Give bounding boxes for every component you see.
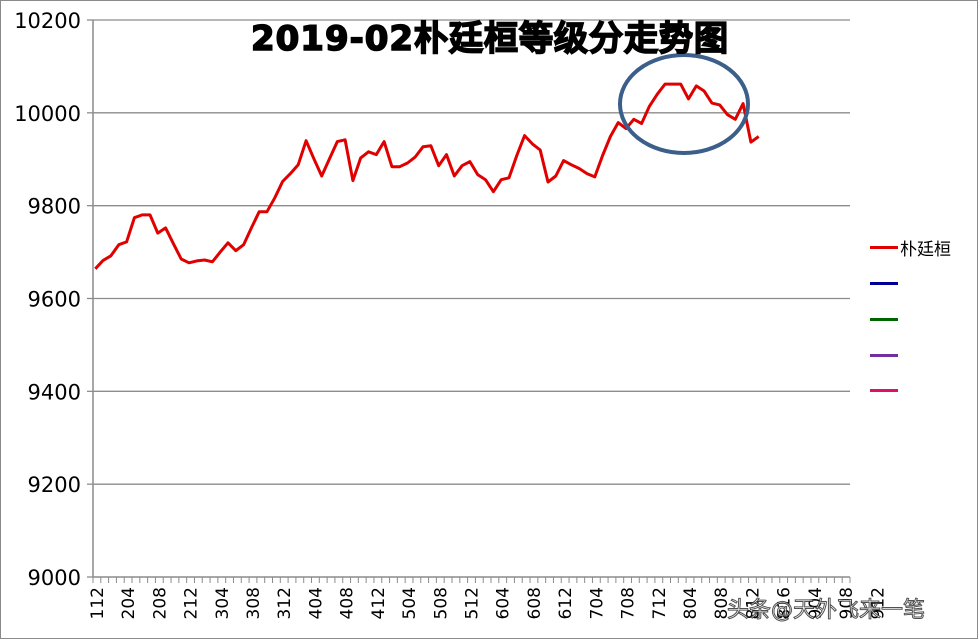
y-tick-label: 10000 [14,102,81,126]
x-tick-label: 512 [463,587,483,619]
x-tick-label: 712 [650,587,670,619]
x-tick-label: 612 [556,587,576,619]
x-tick-label: 212 [182,587,202,619]
x-tick-label: 708 [619,587,639,619]
x-tick-label: 308 [244,587,264,619]
x-tick-label: 604 [494,587,514,619]
legend-swatch [870,281,898,285]
x-tick-label: 412 [369,587,389,619]
gridlines [93,19,850,485]
legend-item [870,271,900,295]
x-tick-label: 404 [306,587,326,619]
x-tick-label: 908 [837,587,857,619]
x-tick-label: 808 [712,587,732,619]
x-tick-label: 812 [743,587,763,619]
legend-swatch [870,388,898,392]
x-tick-label: 804 [681,587,701,619]
legend-label: 朴廷桓 [900,239,951,260]
legend-swatch [870,353,898,357]
y-axis: 9000 9200 9400 9600 9800 10000 10200 [14,9,94,590]
highlight-ellipse [618,53,750,155]
y-tick-label: 9200 [28,473,81,497]
legend-swatch [870,317,898,321]
x-tick-label: 304 [213,587,233,619]
chart-title: 2019-02朴廷桓等级分走势图 [250,18,730,60]
y-tick-label: 9800 [28,195,81,219]
y-tick-label: 9400 [28,380,81,404]
series-line-piao-tinghuan [94,82,760,270]
x-tick-label: 204 [119,587,139,619]
x-tick-label: 508 [431,587,451,619]
y-tick-label: 9600 [28,288,81,312]
x-tick-label: 112 [88,587,108,619]
legend-swatch [870,245,898,249]
x-axis: 112 204 208 212 304 308 312 404 408 412 504 508 512 6… [88,576,888,619]
legend-item: 朴廷桓 [870,235,951,260]
y-tick-label: 9000 [28,566,81,590]
x-tick-label: 208 [150,587,170,619]
y-tick-label: 10200 [14,9,81,33]
legend-item [870,343,900,367]
legend-item [870,307,900,331]
watermark: 头条@天外飞来一笔 [726,598,926,624]
x-tick-label: 704 [587,587,607,619]
x-tick-label: 816 [775,587,795,619]
legend-item [870,378,900,402]
x-tick-label: 504 [400,587,420,619]
x-tick-label: 608 [525,587,545,619]
x-tick-label: 904 [806,587,826,619]
x-tick-label: 912 [868,587,888,619]
x-tick-label: 312 [275,587,295,619]
x-tick-label: 408 [338,587,358,619]
